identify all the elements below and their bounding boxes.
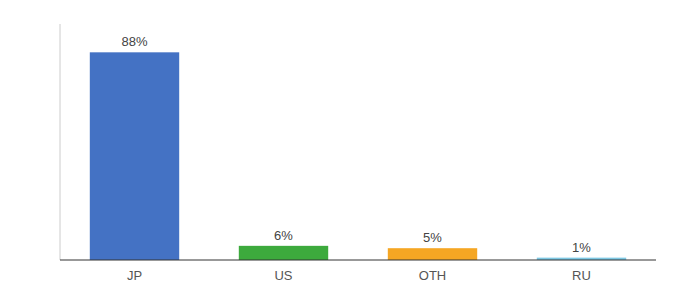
- chart-svg: JP US OTH RU 88% 6% 5% 1%: [0, 0, 680, 300]
- bar: [388, 248, 477, 260]
- data-label: 88%: [121, 34, 147, 49]
- chart-container: JP US OTH RU 88% 6% 5% 1%: [0, 0, 680, 300]
- data-label: 6%: [274, 228, 293, 243]
- bar: [90, 52, 179, 260]
- bar: [239, 246, 328, 260]
- bars: [90, 52, 626, 260]
- x-tick-label: US: [274, 268, 292, 283]
- x-axis-line: [60, 260, 656, 261]
- data-label: 5%: [423, 230, 442, 245]
- x-tick-label: JP: [127, 268, 142, 283]
- x-tick-label: OTH: [419, 268, 446, 283]
- x-tick-label: RU: [572, 268, 591, 283]
- data-label: 1%: [572, 240, 591, 255]
- y-axis-line: [60, 24, 61, 260]
